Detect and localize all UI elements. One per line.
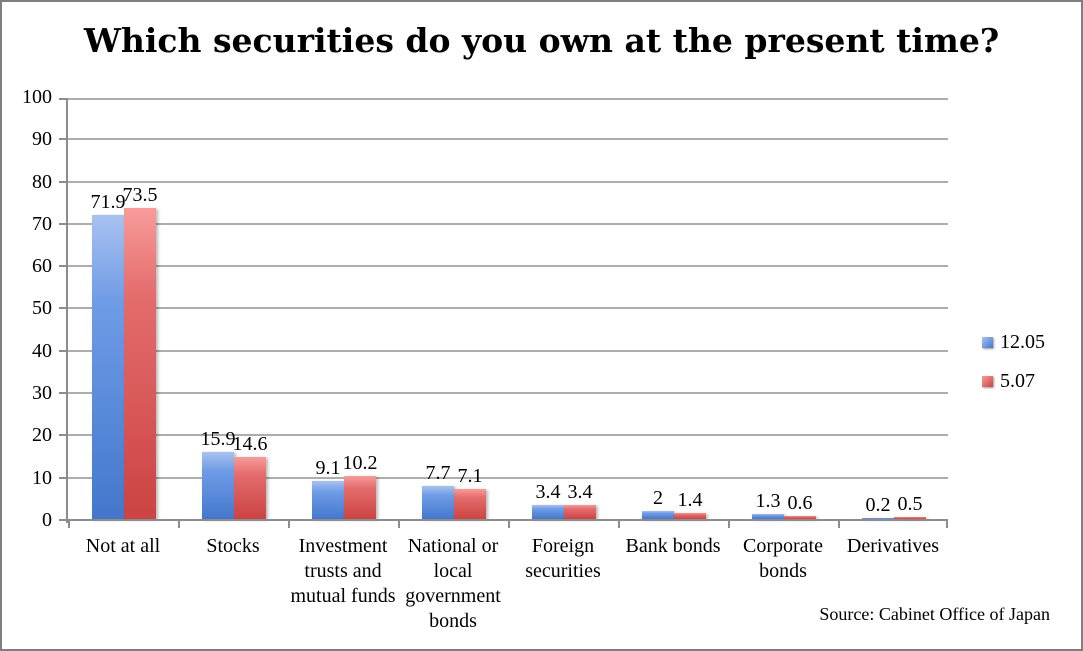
plot-area: 71.9 15.9 9.1 7.7 3.4 2 1.3 0.2 73.5 14.6 10.2 7.1 3… <box>59 98 948 528</box>
bar-value-label: 0.2 <box>865 494 891 516</box>
legend-label: 5.07 <box>1000 370 1035 392</box>
bar-12.05-5 <box>642 511 674 519</box>
x-axis-label: National or local government bonds <box>405 535 501 632</box>
x-axis-label: Derivatives <box>846 535 940 557</box>
y-axis-label: 40 <box>32 340 52 362</box>
bar-5.07-4 <box>564 505 596 519</box>
bar-value-label: 2 <box>653 487 663 509</box>
bar-5.07-7 <box>894 517 926 519</box>
x-axis-tick <box>288 521 290 528</box>
x-axis-tick <box>838 521 840 528</box>
legend: 12.05 5.07 <box>982 331 1045 409</box>
x-axis-tick <box>398 521 400 528</box>
gridline <box>68 138 948 140</box>
bar-value-label: 1.4 <box>677 489 703 511</box>
y-axis-tick <box>59 138 66 140</box>
bar-value-label: 0.6 <box>787 492 813 514</box>
y-axis-tick <box>59 434 66 436</box>
bar-value-label: 71.9 <box>90 191 126 213</box>
legend-label: 12.05 <box>1000 331 1045 353</box>
x-axis-tick <box>68 521 70 528</box>
bar-value-label: 73.5 <box>122 184 158 206</box>
gridline <box>68 350 948 352</box>
legend-item: 12.05 <box>982 331 1045 353</box>
gridline <box>68 434 948 436</box>
bar-5.07-1 <box>234 457 266 519</box>
x-axis-label: Investment trusts and mutual funds <box>290 535 396 607</box>
bar-12.05-6 <box>752 514 784 519</box>
legend-item: 5.07 <box>982 370 1045 392</box>
gridline <box>68 307 948 309</box>
gridline <box>68 181 948 183</box>
y-axis-label: 10 <box>32 467 52 489</box>
y-axis-label: 60 <box>32 255 52 277</box>
y-axis-tick <box>59 392 66 394</box>
gridline <box>68 392 948 394</box>
y-axis-label: 90 <box>32 128 52 150</box>
bar-12.05-2 <box>312 481 344 519</box>
y-axis-label: 0 <box>42 509 52 531</box>
bar-value-label: 1.3 <box>755 490 781 512</box>
x-axis-tick <box>946 521 948 528</box>
bar-value-label: 7.1 <box>457 465 483 487</box>
x-axis-tick <box>618 521 620 528</box>
bar-value-label: 0.5 <box>897 493 923 515</box>
legend-swatch <box>982 375 993 387</box>
x-axis-label: Corporate bonds <box>743 535 823 582</box>
bar-value-label: 3.4 <box>535 481 561 503</box>
bar-5.07-2 <box>344 476 376 519</box>
gridline <box>68 477 948 479</box>
bar-5.07-5 <box>674 513 706 519</box>
x-axis-label: Bank bonds <box>625 535 721 557</box>
y-axis-tick <box>59 181 66 183</box>
bar-value-label: 7.7 <box>425 462 451 484</box>
bar-value-label: 9.1 <box>315 457 341 479</box>
y-axis-label: 30 <box>32 382 52 404</box>
bar-12.05-1 <box>202 452 234 519</box>
bar-12.05-4 <box>532 505 564 519</box>
y-axis-tick <box>59 223 66 225</box>
x-axis-line <box>66 519 948 521</box>
y-axis-line <box>66 98 68 523</box>
y-axis-tick <box>59 265 66 267</box>
x-axis-tick <box>178 521 180 528</box>
y-axis-tick <box>59 519 66 521</box>
bar-value-label: 15.9 <box>200 428 236 450</box>
bar-5.07-3 <box>454 489 486 519</box>
bar-value-label: 10.2 <box>342 452 378 474</box>
gridline <box>68 265 948 267</box>
chart-title: Which securities do you own at the prese… <box>83 21 1000 60</box>
bar-5.07-6 <box>784 516 816 519</box>
y-axis-tick <box>59 350 66 352</box>
bar-value-label: 14.6 <box>232 433 268 455</box>
x-axis-tick <box>728 521 730 528</box>
y-axis-tick <box>59 98 66 100</box>
bar-5.07-0 <box>124 208 156 519</box>
x-axis-label: Stocks <box>206 535 260 557</box>
gridline <box>68 223 948 225</box>
bar-value-label: 3.4 <box>567 481 593 503</box>
gridline <box>68 98 948 100</box>
source-note: Source: Cabinet Office of Japan <box>819 604 1050 624</box>
bar-12.05-0 <box>92 215 124 519</box>
legend-swatch <box>982 336 993 348</box>
x-axis-label: Foreign securities <box>525 535 601 582</box>
x-axis-tick <box>508 521 510 528</box>
y-axis-label: 100 <box>22 86 52 108</box>
y-axis-tick <box>59 477 66 479</box>
y-axis-label: 50 <box>32 297 52 319</box>
x-axis-label: Not at all <box>85 535 161 557</box>
bar-12.05-7 <box>862 518 894 519</box>
y-axis-label: 70 <box>32 213 52 235</box>
y-axis-label: 20 <box>32 424 52 446</box>
bar-12.05-3 <box>422 486 454 519</box>
y-axis-tick <box>59 307 66 309</box>
y-axis-label: 80 <box>32 171 52 193</box>
